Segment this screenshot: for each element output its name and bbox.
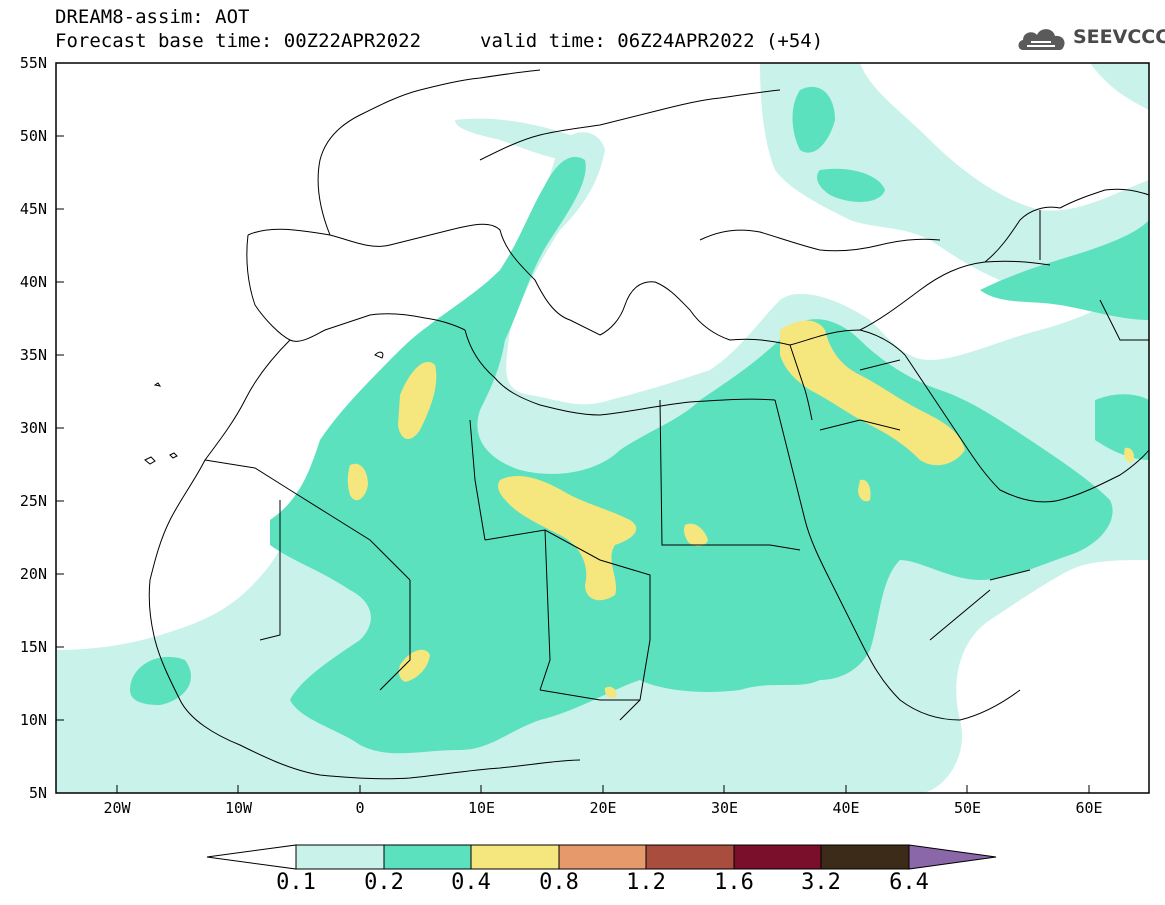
colorbar-tick-label: 0.8 [539, 870, 579, 895]
colorbar-bin-3 [470, 844, 560, 870]
colorbar-over [908, 844, 997, 870]
lat-label: 25N [19, 492, 47, 510]
lat-label: 5N [28, 784, 47, 802]
lon-label: 60E [1075, 799, 1103, 817]
lon-label: 0 [355, 799, 365, 817]
axis-ticks [56, 62, 1090, 793]
logo-text: SEEVCCC [1073, 26, 1165, 48]
seevccc-logo: SEEVCCC [1015, 22, 1165, 56]
lon-label: 30E [710, 799, 739, 817]
colorbar-bin-7 [820, 844, 910, 870]
colorbar-bin-2 [383, 844, 472, 870]
colorbar-tick-label: 1.6 [714, 870, 754, 895]
valid-time: valid time: 06Z24APR2022 (+54) [480, 30, 824, 52]
coastlines [144, 69, 1149, 780]
colorbar-tick-label: 0.2 [364, 870, 404, 895]
cloud-icon [1018, 29, 1065, 50]
lat-label: 10N [19, 711, 47, 729]
forecast-base-time: Forecast base time: 00Z22APR2022 [55, 30, 422, 52]
colorbar-bin-5 [645, 844, 735, 870]
lon-label: 20W [103, 799, 131, 817]
colorbar-bin-6 [733, 844, 822, 870]
lat-label: 55N [19, 54, 47, 72]
lat-label: 45N [19, 200, 47, 218]
colorbar-bin-4 [558, 844, 647, 870]
colorbar-tick-label: 0.1 [276, 870, 316, 895]
lat-label: 30N [19, 419, 47, 437]
lat-label: 50N [19, 127, 47, 145]
lat-label: 35N [19, 346, 47, 364]
lon-label: 40E [832, 799, 860, 817]
lon-label: 10E [467, 799, 496, 817]
colorbar-tick-label: 1.2 [626, 870, 666, 895]
colorbar-tick-label: 0.4 [451, 870, 491, 895]
colorbar-bin-1 [295, 844, 385, 870]
lon-label: 50E [953, 799, 982, 817]
lat-label: 40N [19, 273, 47, 291]
lat-label: 20N [19, 565, 47, 583]
lon-label: 10W [224, 799, 253, 817]
colorbar-tick-label: 6.4 [889, 870, 929, 895]
lat-label: 15N [19, 638, 47, 656]
colorbar [206, 844, 997, 870]
colorbar-tick-label: 3.2 [801, 870, 841, 895]
colorbar-under [206, 844, 297, 870]
aot-layer-0-2 [130, 86, 1149, 754]
map-title: DREAM8-assim: AOT [55, 6, 250, 28]
aot-layer-0-4 [347, 320, 1135, 698]
lon-label: 20E [589, 799, 617, 817]
